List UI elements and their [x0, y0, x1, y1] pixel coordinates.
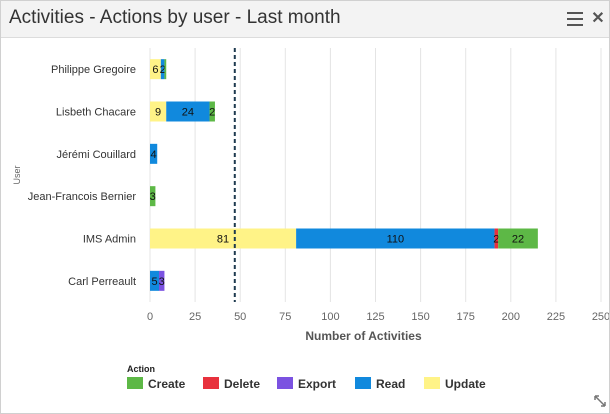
x-tick-label: 125	[366, 311, 384, 323]
legend-swatch-export	[277, 377, 293, 389]
bar-segment-export	[159, 270, 165, 291]
x-tick-label: 0	[147, 311, 153, 323]
bar-value-label: 5	[151, 276, 157, 288]
legend-label-export: Export	[298, 377, 336, 391]
legend-label-update: Update	[445, 377, 486, 391]
category-label: Philippe Gregoire	[51, 64, 136, 76]
bar-segment-read	[166, 101, 210, 122]
legend-swatch-create	[127, 377, 143, 389]
x-tick-label: 175	[457, 311, 475, 323]
bar-value-label: 2	[160, 64, 166, 76]
bar-value-label: 81	[217, 234, 229, 246]
bar-value-label: 3	[150, 191, 156, 203]
x-tick-label: 225	[547, 311, 565, 323]
legend-swatch-read	[355, 377, 371, 389]
legend-title: Action	[127, 364, 155, 374]
category-label: Lisbeth Chacare	[56, 107, 136, 119]
bar-value-label: 6	[152, 64, 158, 76]
bar-value-label: 4	[151, 149, 157, 161]
bar-value-label: 2	[209, 107, 215, 119]
bar-value-label: 3	[159, 276, 165, 288]
y-axis-title: User	[12, 165, 22, 184]
category-label: Jérémi Couillard	[57, 149, 136, 161]
bar-segment-read	[160, 59, 165, 80]
bar-value-label: 2	[493, 234, 499, 246]
bar-value-label: 110	[387, 234, 405, 246]
x-tick-label: 50	[234, 311, 246, 323]
bar-value-label: 9	[155, 107, 161, 119]
x-axis-title: Number of Activities	[305, 329, 422, 343]
bar-segment-create	[150, 186, 156, 207]
bar-segment-read	[296, 228, 495, 249]
bar-value-label: 24	[182, 107, 194, 119]
bar-segment-create	[209, 101, 215, 122]
bar-segment-read	[150, 143, 158, 164]
x-tick-label: 100	[321, 311, 339, 323]
bar-segment-update	[150, 101, 167, 122]
x-tick-label: 75	[279, 311, 291, 323]
bar-segment-update	[150, 59, 161, 80]
legend-label-read: Read	[376, 377, 405, 391]
category-label: Carl Perreault	[68, 276, 136, 288]
legend-swatch-delete	[203, 377, 219, 389]
category-label: IMS Admin	[83, 234, 136, 246]
bar-segment-create	[164, 59, 167, 80]
legend-label-delete: Delete	[224, 377, 260, 391]
hamburger-menu-icon[interactable]	[567, 12, 583, 26]
bar-segment-create	[498, 228, 538, 249]
legend-label-create: Create	[148, 377, 186, 391]
bar-segment-delete	[494, 228, 499, 249]
resize-icon[interactable]	[593, 394, 607, 408]
close-icon[interactable]: ✕	[591, 10, 605, 27]
x-tick-label: 150	[411, 311, 429, 323]
x-tick-label: 25	[189, 311, 201, 323]
bar-segment-update	[150, 228, 297, 249]
category-label: Jean-Francois Bernier	[28, 191, 137, 203]
x-tick-label: 250	[592, 311, 609, 323]
widget-header: Activities - Actions by user - Last mont…	[1, 1, 609, 38]
x-tick-label: 200	[502, 311, 520, 323]
legend-swatch-update	[424, 377, 440, 389]
bar-value-label: 22	[512, 234, 524, 246]
bar-segment-read	[150, 270, 160, 291]
widget-title: Activities - Actions by user - Last mont…	[9, 7, 341, 28]
